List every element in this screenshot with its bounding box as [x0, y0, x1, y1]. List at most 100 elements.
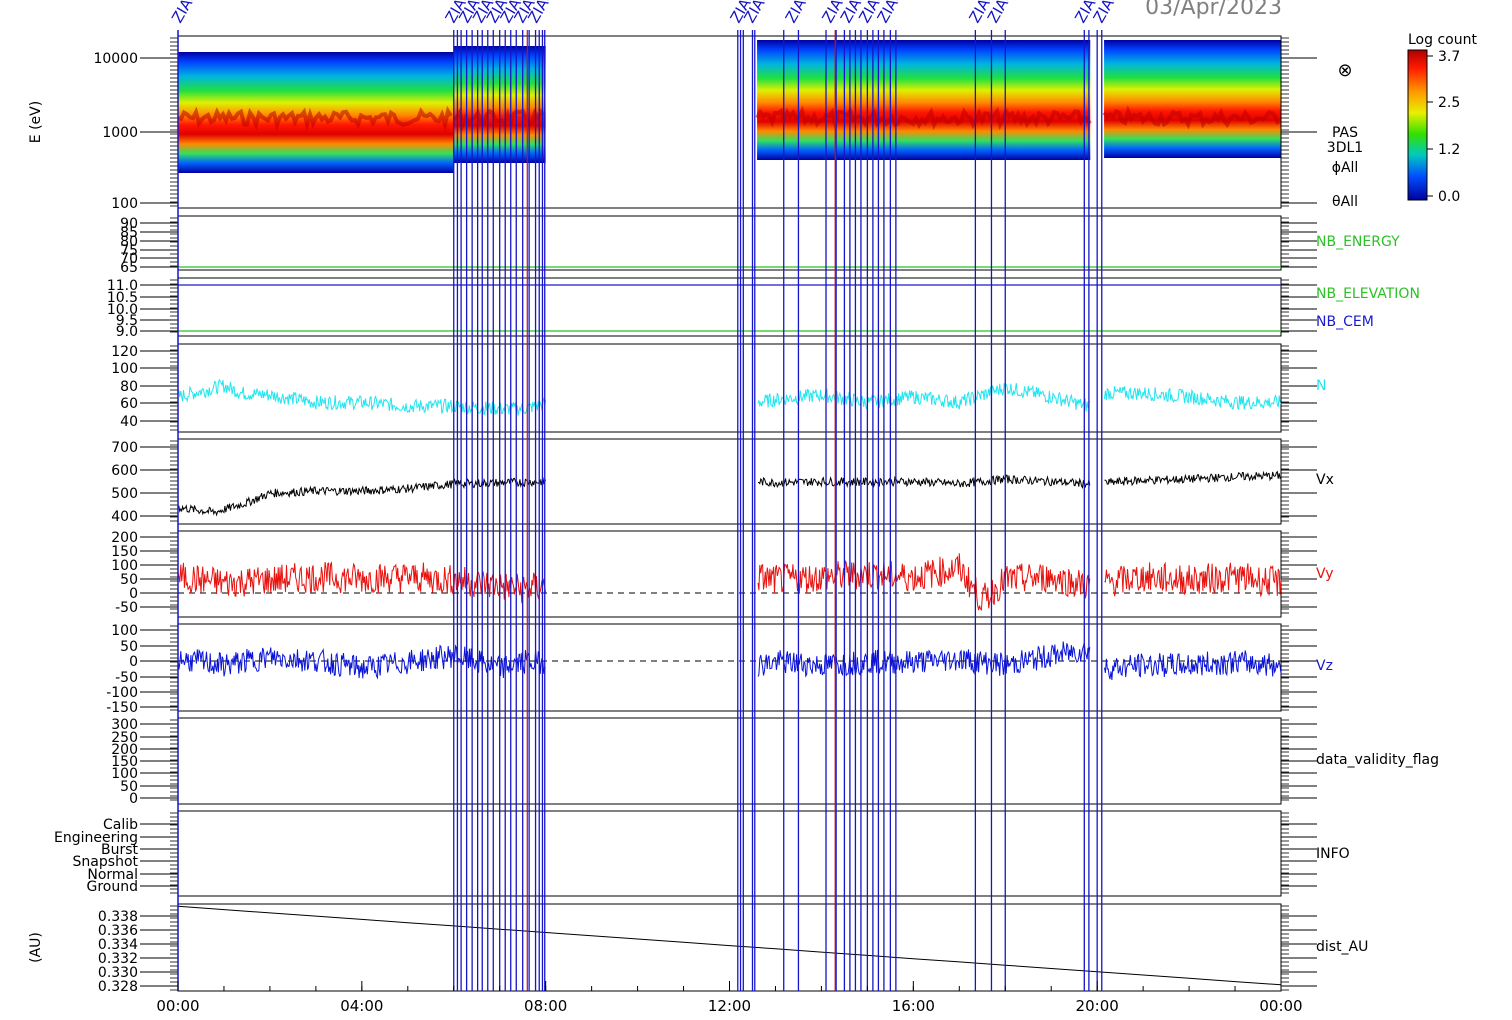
ytick-label-vy: 50 [120, 572, 138, 588]
panel-frame-nb_elev [177, 277, 1282, 337]
ytick-label-nb_energy: 65 [120, 260, 138, 276]
ytick-label-vx: 600 [111, 463, 138, 479]
series-line-Vx [177, 470, 1282, 517]
ytick-label-pas: 100 [111, 196, 138, 212]
time-axis: 00:00 04:00 08:00 12:00 16:00 20:00 00:00 [156, 981, 1303, 1015]
right-label-vz: Vz [1316, 658, 1333, 674]
series-line-Vy [177, 553, 1282, 612]
ylabel-dist: (AU) [28, 932, 44, 963]
ytick-label-info: Burst [101, 842, 139, 858]
ytick-label-info: Calib [103, 817, 138, 833]
ytick-label-dvf: 200 [111, 742, 138, 758]
panel-frame-dist [177, 903, 1282, 992]
ytick-label-nb_elev: 9.0 [116, 324, 138, 340]
series-line-N [177, 378, 1282, 416]
colorbar-tick-label: 1.2 [1438, 142, 1460, 158]
series-line-dist_AU [177, 905, 1282, 986]
ytick-label-n: 60 [120, 396, 138, 412]
right-label-dist: dist_AU [1316, 939, 1368, 955]
ytick-label-vz: -50 [115, 670, 138, 686]
series-line-Vz [177, 641, 1282, 681]
ytick-label-vz: 50 [120, 639, 138, 655]
right-label-info: INFO [1316, 846, 1350, 862]
ytick-label-n: 40 [120, 414, 138, 430]
spectrogram-peak-texture [1102, 105, 1280, 130]
right-label-nb_energy: NB_ENERGY [1316, 234, 1400, 250]
ytick-label-vy: 0 [129, 586, 138, 602]
ytick-label-info: Normal [87, 867, 138, 883]
ytick-label-dvf: 0 [129, 791, 138, 807]
spectrogram-peak-texture [755, 105, 1092, 131]
colorbar-tick-label: 0.0 [1438, 189, 1460, 205]
ytick-label-dist: 0.338 [98, 909, 138, 925]
right-label-n: N [1316, 378, 1326, 394]
x-tick-label: 00:00 [156, 997, 199, 1015]
ytick-label-info: Ground [87, 879, 139, 895]
panel-frame-info [177, 810, 1282, 897]
ytick-label-dvf: 250 [111, 730, 138, 746]
ytick-label-vy: 100 [111, 558, 138, 574]
x-tick-label: 08:00 [524, 997, 567, 1015]
panel-frame-dvf [177, 717, 1282, 805]
ytick-label-dist: 0.328 [98, 979, 138, 995]
ytick-label-dist: 0.336 [98, 923, 138, 939]
colorbar-tick-label: 2.5 [1438, 95, 1460, 111]
ytick-label-info: Engineering [54, 830, 138, 846]
event-marker-label: ZIAC [782, 0, 815, 26]
spectrogram-peak-texture [177, 105, 453, 133]
colorbar-tick-label: 3.7 [1438, 49, 1460, 65]
series [177, 378, 1282, 986]
x-tick-label: 20:00 [1076, 997, 1119, 1015]
right-label-pas: 3DL1 [1327, 140, 1363, 156]
x-tick-label: 04:00 [340, 997, 383, 1015]
instrument-symbol: ⊗ [1337, 60, 1352, 81]
ytick-label-dist: 0.334 [98, 937, 138, 953]
right-label-pas: PAS [1332, 125, 1358, 141]
ytick-label-nb_elev: 9.5 [116, 313, 138, 329]
colorbar: 3.7 2.5 1.2 0.0 [1407, 49, 1460, 205]
right-label-nb_elev: NB_ELEVATION [1316, 286, 1420, 302]
ytick-label-dvf: 50 [120, 779, 138, 795]
ytick-label-nb_energy: 75 [120, 243, 138, 259]
ylabel-pas: E (eV) [28, 101, 44, 143]
event-marker-label: ZIAC [168, 0, 201, 26]
ytick-label-dvf: 100 [111, 766, 138, 782]
x-tick-label: 12:00 [708, 997, 751, 1015]
ytick-label-vx: 500 [111, 486, 138, 502]
ytick-label-nb_elev: 10.0 [107, 302, 138, 318]
ytick-label-pas: 10000 [93, 51, 138, 67]
right-label-pas: ϕAll [1332, 160, 1359, 176]
spectrogram [177, 40, 1281, 173]
ytick-label-n: 120 [111, 344, 138, 360]
date-label: 03/Apr/2023 [1145, 0, 1282, 20]
ytick-label-vz: 0 [129, 654, 138, 670]
colorbar-title: Log count [1408, 32, 1477, 48]
x-tick-label: 00:00 [1259, 997, 1302, 1015]
ytick-label-pas: 1000 [102, 125, 138, 141]
spectrogram-block [757, 40, 1091, 160]
spectrogram-block [1104, 40, 1281, 158]
right-label-nb_elev: NB_CEM [1316, 314, 1374, 330]
ytick-label-dvf: 150 [111, 754, 138, 770]
ytick-label-n: 100 [111, 361, 138, 377]
ytick-label-vz: -100 [106, 685, 138, 701]
ytick-label-dvf: 300 [111, 717, 138, 733]
ytick-label-vx: 700 [111, 440, 138, 456]
right-label-vx: Vx [1316, 472, 1334, 488]
ytick-label-vy: -50 [115, 600, 138, 616]
right-label-pas: θAll [1332, 194, 1358, 210]
ytick-label-dist: 0.330 [98, 965, 138, 981]
ytick-label-nb_energy: 70 [120, 251, 138, 267]
ytick-label-vy: 150 [111, 544, 138, 560]
ytick-label-vx: 400 [111, 509, 138, 525]
ytick-label-dist: 0.332 [98, 951, 138, 967]
ytick-label-nb_energy: 80 [120, 234, 138, 250]
panel-frame-n [177, 343, 1282, 433]
panel-frame-vz [177, 623, 1282, 712]
right-label-vy: Vy [1316, 566, 1334, 582]
ytick-label-vz: 100 [111, 623, 138, 639]
ytick-label-nb_elev: 10.5 [107, 290, 138, 306]
ytick-label-info: Snapshot [73, 854, 139, 870]
